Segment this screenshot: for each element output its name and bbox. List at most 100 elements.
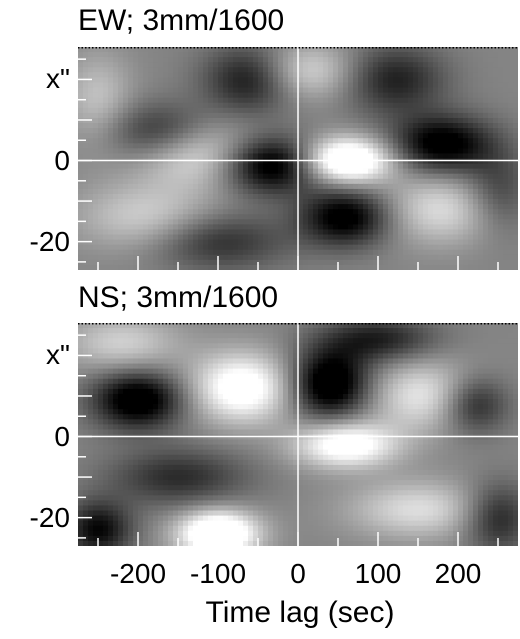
heatmap-cell xyxy=(403,373,409,380)
heatmap-cell xyxy=(188,47,194,53)
heatmap-cell xyxy=(148,323,154,329)
heatmap-cell xyxy=(78,214,84,220)
heatmap-cell xyxy=(388,143,394,149)
heatmap-cell xyxy=(458,328,464,334)
heatmap-cell xyxy=(403,244,409,251)
heatmap-cell xyxy=(268,47,274,53)
heatmap-cell xyxy=(383,97,389,104)
heatmap-cell xyxy=(118,128,124,134)
heatmap-cell xyxy=(293,107,299,114)
heatmap-cell xyxy=(288,214,294,220)
heatmap-cell xyxy=(478,128,484,134)
heatmap-cell xyxy=(363,188,369,195)
heatmap-cell xyxy=(288,229,294,236)
heatmap-cell xyxy=(308,234,314,241)
heatmap-cell xyxy=(313,117,319,124)
heatmap-cell xyxy=(283,57,289,63)
heatmap-cell xyxy=(488,117,494,124)
heatmap-cell xyxy=(258,224,264,231)
heatmap-cell xyxy=(378,199,384,205)
heatmap-cell xyxy=(153,102,159,109)
heatmap-cell xyxy=(398,219,404,225)
heatmap-cell xyxy=(293,338,299,344)
heatmap-cell xyxy=(358,112,364,119)
heatmap-cell xyxy=(468,153,474,160)
heatmap-cell xyxy=(358,343,364,349)
heatmap-cell xyxy=(368,67,374,73)
heatmap-cell xyxy=(378,102,384,109)
heatmap-cell xyxy=(388,112,394,119)
heatmap-cell xyxy=(298,348,304,355)
heatmap-cell xyxy=(488,368,494,375)
heatmap-cell xyxy=(308,373,314,380)
heatmap-cell xyxy=(178,107,184,114)
heatmap-cell xyxy=(148,173,154,180)
heatmap-cell xyxy=(198,244,204,251)
heatmap-cell xyxy=(463,358,469,365)
heatmap-cell xyxy=(393,219,399,225)
heatmap-cell xyxy=(158,209,164,215)
heatmap-cell xyxy=(193,128,199,134)
heatmap-cell xyxy=(463,117,469,124)
heatmap-cell xyxy=(348,363,354,370)
heatmap-cell xyxy=(368,254,374,261)
heatmap-cell xyxy=(428,97,434,104)
heatmap-cell xyxy=(113,173,119,180)
heatmap-cell xyxy=(488,57,494,63)
heatmap-cell xyxy=(88,112,94,119)
heatmap-cell xyxy=(273,209,279,215)
heatmap-cell xyxy=(133,87,139,94)
heatmap-cell xyxy=(438,87,444,94)
heatmap-cell xyxy=(373,57,379,63)
heatmap-cell xyxy=(228,57,234,63)
heatmap-cell xyxy=(358,353,364,360)
heatmap-cell xyxy=(93,193,99,200)
heatmap-cell xyxy=(498,229,504,236)
heatmap-cell xyxy=(303,239,309,246)
heatmap-cell xyxy=(303,178,309,185)
heatmap-cell xyxy=(133,178,139,185)
heatmap-cell xyxy=(373,87,379,94)
heatmap-cell xyxy=(488,138,494,144)
heatmap-cell xyxy=(128,193,134,200)
heatmap-cell xyxy=(383,244,389,251)
heatmap-cell xyxy=(203,209,209,215)
heatmap-cell xyxy=(143,209,149,215)
heatmap-cell xyxy=(313,102,319,109)
heatmap-cell xyxy=(248,333,254,339)
heatmap-cell xyxy=(483,163,489,170)
heatmap-cell xyxy=(138,72,144,79)
heatmap-cell xyxy=(288,204,294,210)
heatmap-cell xyxy=(268,62,274,68)
heatmap-cell xyxy=(433,249,439,256)
heatmap-cell xyxy=(213,97,219,104)
heatmap-cell xyxy=(448,264,454,270)
heatmap-cell xyxy=(98,112,104,119)
heatmap-cell xyxy=(78,259,84,266)
heatmap-cell xyxy=(328,214,334,220)
heatmap-cell xyxy=(293,138,299,144)
heatmap-cell xyxy=(423,244,429,251)
heatmap-cell xyxy=(323,353,329,360)
heatmap-cell xyxy=(173,188,179,195)
heatmap-cell xyxy=(228,163,234,170)
heatmap-cell xyxy=(443,67,449,73)
heatmap-cell xyxy=(488,323,494,329)
heatmap-cell xyxy=(128,97,134,104)
heatmap-cell xyxy=(388,133,394,139)
heatmap-cell xyxy=(318,328,324,334)
heatmap-cell xyxy=(273,264,279,270)
heatmap-cell xyxy=(458,158,464,165)
heatmap-cell xyxy=(413,193,419,200)
heatmap-cell xyxy=(383,143,389,149)
heatmap-cell xyxy=(368,363,374,370)
heatmap-cell xyxy=(368,47,374,53)
heatmap-cell xyxy=(358,378,364,385)
heatmap-cell xyxy=(333,204,339,210)
heatmap-cell xyxy=(403,158,409,165)
heatmap-cell xyxy=(508,343,514,349)
heatmap-cell xyxy=(493,199,499,205)
heatmap-cell xyxy=(253,219,259,225)
heatmap-cell xyxy=(173,82,179,89)
heatmap-cell xyxy=(173,67,179,73)
